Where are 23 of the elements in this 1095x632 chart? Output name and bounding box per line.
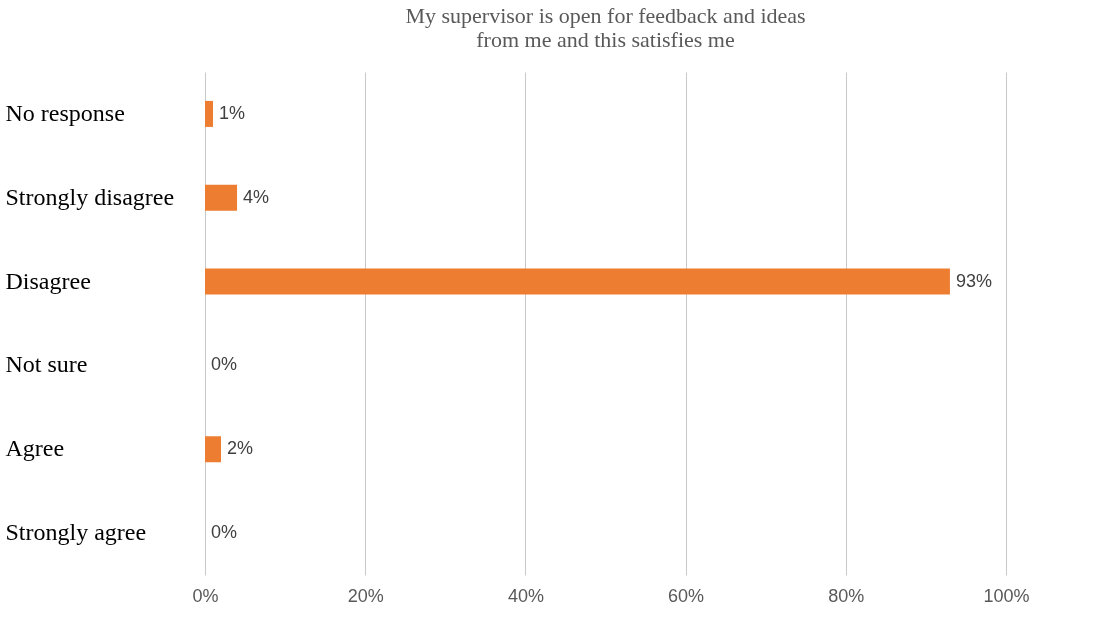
data-label: 4% bbox=[243, 186, 270, 207]
bar bbox=[205, 436, 222, 463]
data-label: 0% bbox=[211, 354, 238, 375]
y-tick-label: Not sure bbox=[5, 351, 88, 378]
chart-title: My supervisor is open for feedback and ideas from me and this satisfies me bbox=[405, 3, 806, 52]
x-tick-label: 40% bbox=[507, 585, 544, 606]
data-label: 2% bbox=[227, 438, 254, 459]
x-tick-label: 20% bbox=[347, 585, 384, 606]
y-tick-label: No response bbox=[5, 99, 125, 126]
x-tick-label: 0% bbox=[192, 585, 219, 606]
y-tick-label: Disagree bbox=[5, 267, 91, 294]
data-label: 0% bbox=[211, 522, 238, 543]
bar bbox=[205, 268, 950, 295]
y-tick-label: Agree bbox=[5, 435, 65, 462]
bar bbox=[205, 184, 238, 211]
data-label: 93% bbox=[955, 270, 992, 291]
y-tick-label: Strongly agree bbox=[5, 519, 147, 546]
y-tick-label: Strongly disagree bbox=[5, 183, 175, 210]
x-tick-label: 60% bbox=[668, 585, 705, 606]
data-label: 1% bbox=[219, 102, 246, 123]
x-tick-label: 100% bbox=[983, 585, 1030, 606]
bar bbox=[205, 100, 214, 127]
x-tick-label: 80% bbox=[828, 585, 865, 606]
